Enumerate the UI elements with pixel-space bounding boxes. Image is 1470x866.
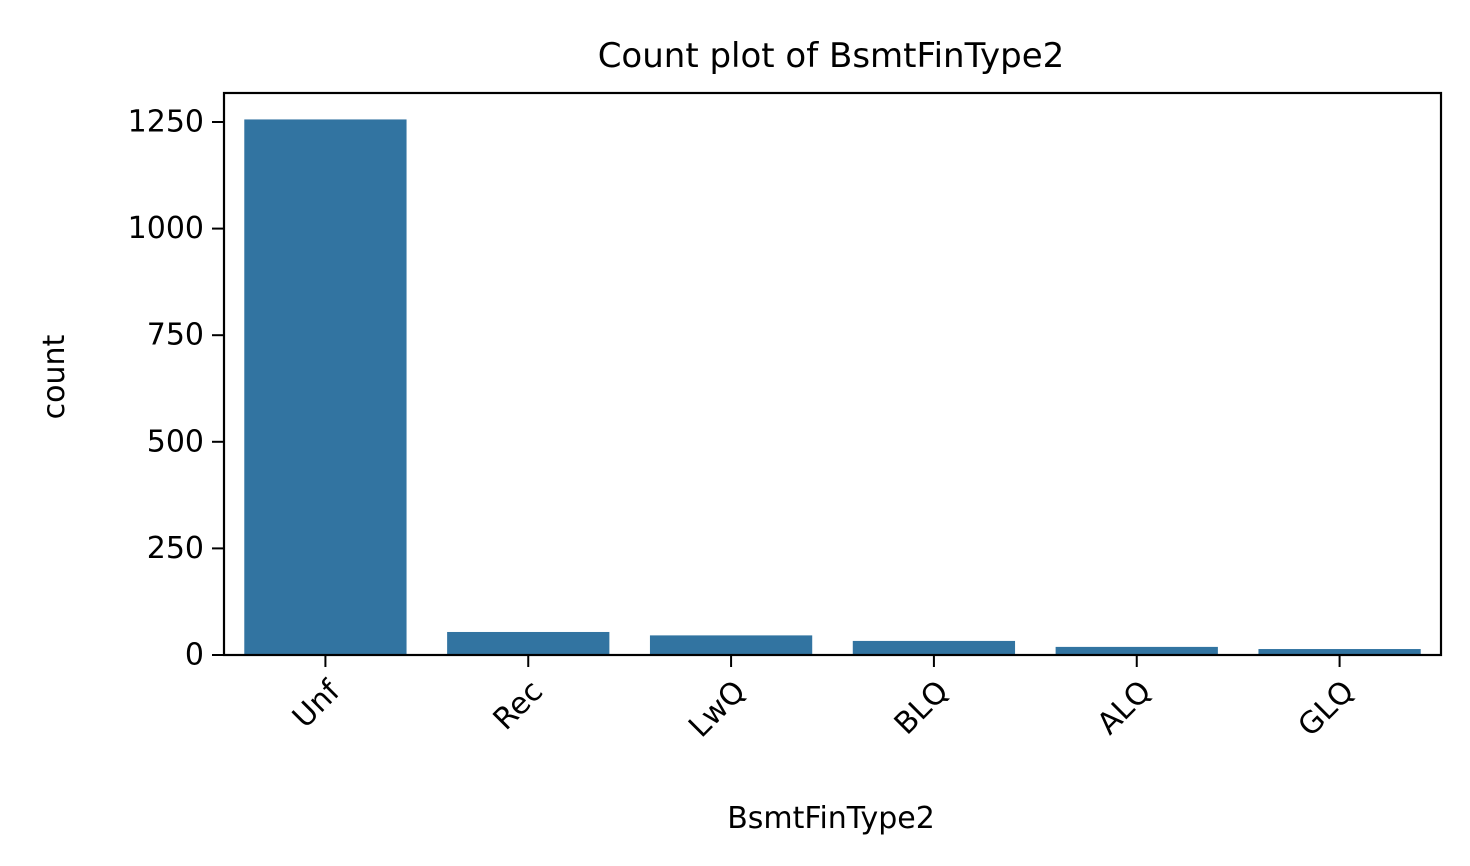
bar-alq <box>1055 646 1218 655</box>
bar-unf <box>244 119 407 656</box>
y-ticks-group: 0 250 500 750 1000 1250 <box>128 104 224 673</box>
bar-glq <box>1258 649 1421 655</box>
y-tick-label: 750 <box>147 318 204 353</box>
bar-rec <box>447 631 610 655</box>
chart-title: Count plot of BsmtFinType2 <box>598 36 1065 76</box>
y-tick-label: 250 <box>147 531 204 566</box>
y-tick-label: 1000 <box>128 211 204 246</box>
bar-blq <box>852 640 1016 655</box>
y-tick-label: 1250 <box>128 104 204 139</box>
y-tick-label: 500 <box>147 424 204 459</box>
plot-frame <box>222 91 1443 657</box>
y-axis-label: count <box>37 334 72 419</box>
y-tick-label: 0 <box>185 638 204 673</box>
bars-group <box>244 119 1421 656</box>
bar-lwq <box>649 635 813 655</box>
x-axis-label: BsmtFinType2 <box>727 801 935 836</box>
